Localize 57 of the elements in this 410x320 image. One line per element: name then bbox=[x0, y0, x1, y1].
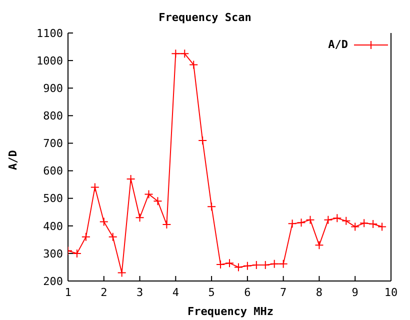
point bbox=[108, 232, 118, 242]
x-tick-label: 6 bbox=[244, 286, 251, 299]
y-tick-label: 600 bbox=[43, 164, 63, 178]
point bbox=[72, 248, 82, 258]
y-tick-label: 900 bbox=[43, 82, 63, 96]
y-tick-label: 800 bbox=[43, 110, 63, 123]
point bbox=[225, 258, 234, 268]
y-tick-label: 700 bbox=[43, 137, 63, 150]
y-tick-label: 300 bbox=[43, 247, 63, 260]
point bbox=[216, 260, 226, 269]
point bbox=[332, 214, 342, 223]
point bbox=[99, 217, 108, 226]
y-tick-label: 1000 bbox=[36, 54, 63, 68]
x-tick-label: 2 bbox=[100, 286, 108, 299]
x-tick-label: 4 bbox=[172, 286, 180, 299]
chart-title: Frequency Scan bbox=[158, 11, 252, 24]
point bbox=[350, 222, 360, 232]
x-tick-label: 9 bbox=[352, 286, 358, 299]
point bbox=[296, 218, 306, 228]
point bbox=[342, 216, 351, 226]
point bbox=[270, 259, 279, 268]
y-tick-label: 200 bbox=[43, 274, 63, 288]
point bbox=[144, 190, 154, 199]
point bbox=[306, 215, 315, 224]
point bbox=[278, 259, 288, 268]
point bbox=[288, 219, 297, 228]
point bbox=[207, 202, 216, 212]
legend-label: A/D bbox=[328, 38, 348, 51]
point bbox=[90, 182, 100, 192]
point bbox=[242, 261, 252, 270]
y-tick-label: 400 bbox=[43, 220, 63, 233]
point bbox=[117, 268, 126, 278]
point bbox=[368, 219, 378, 228]
point bbox=[234, 262, 243, 272]
x-tick-label: 1 bbox=[64, 286, 72, 299]
point bbox=[135, 213, 144, 222]
x-tick-label: 10 bbox=[384, 286, 398, 299]
point bbox=[180, 49, 190, 58]
x-tick-label: 8 bbox=[316, 286, 323, 299]
point bbox=[81, 232, 90, 242]
point bbox=[126, 174, 136, 184]
x-tick-label: 5 bbox=[208, 286, 215, 299]
point bbox=[378, 222, 387, 232]
point bbox=[360, 218, 369, 228]
y-tick-label: 500 bbox=[43, 192, 63, 206]
y-tick-label: 1100 bbox=[36, 26, 63, 40]
point bbox=[198, 136, 208, 145]
point bbox=[314, 240, 324, 250]
x-tick-label: 7 bbox=[280, 286, 287, 299]
point bbox=[162, 220, 172, 230]
x-tick-label: 3 bbox=[136, 286, 144, 299]
point bbox=[153, 196, 162, 206]
y-axis-title: A/D bbox=[6, 150, 20, 170]
point bbox=[324, 215, 333, 224]
x-axis-title: Frequency MHz bbox=[186, 305, 275, 318]
point bbox=[171, 49, 180, 58]
point bbox=[189, 60, 198, 70]
